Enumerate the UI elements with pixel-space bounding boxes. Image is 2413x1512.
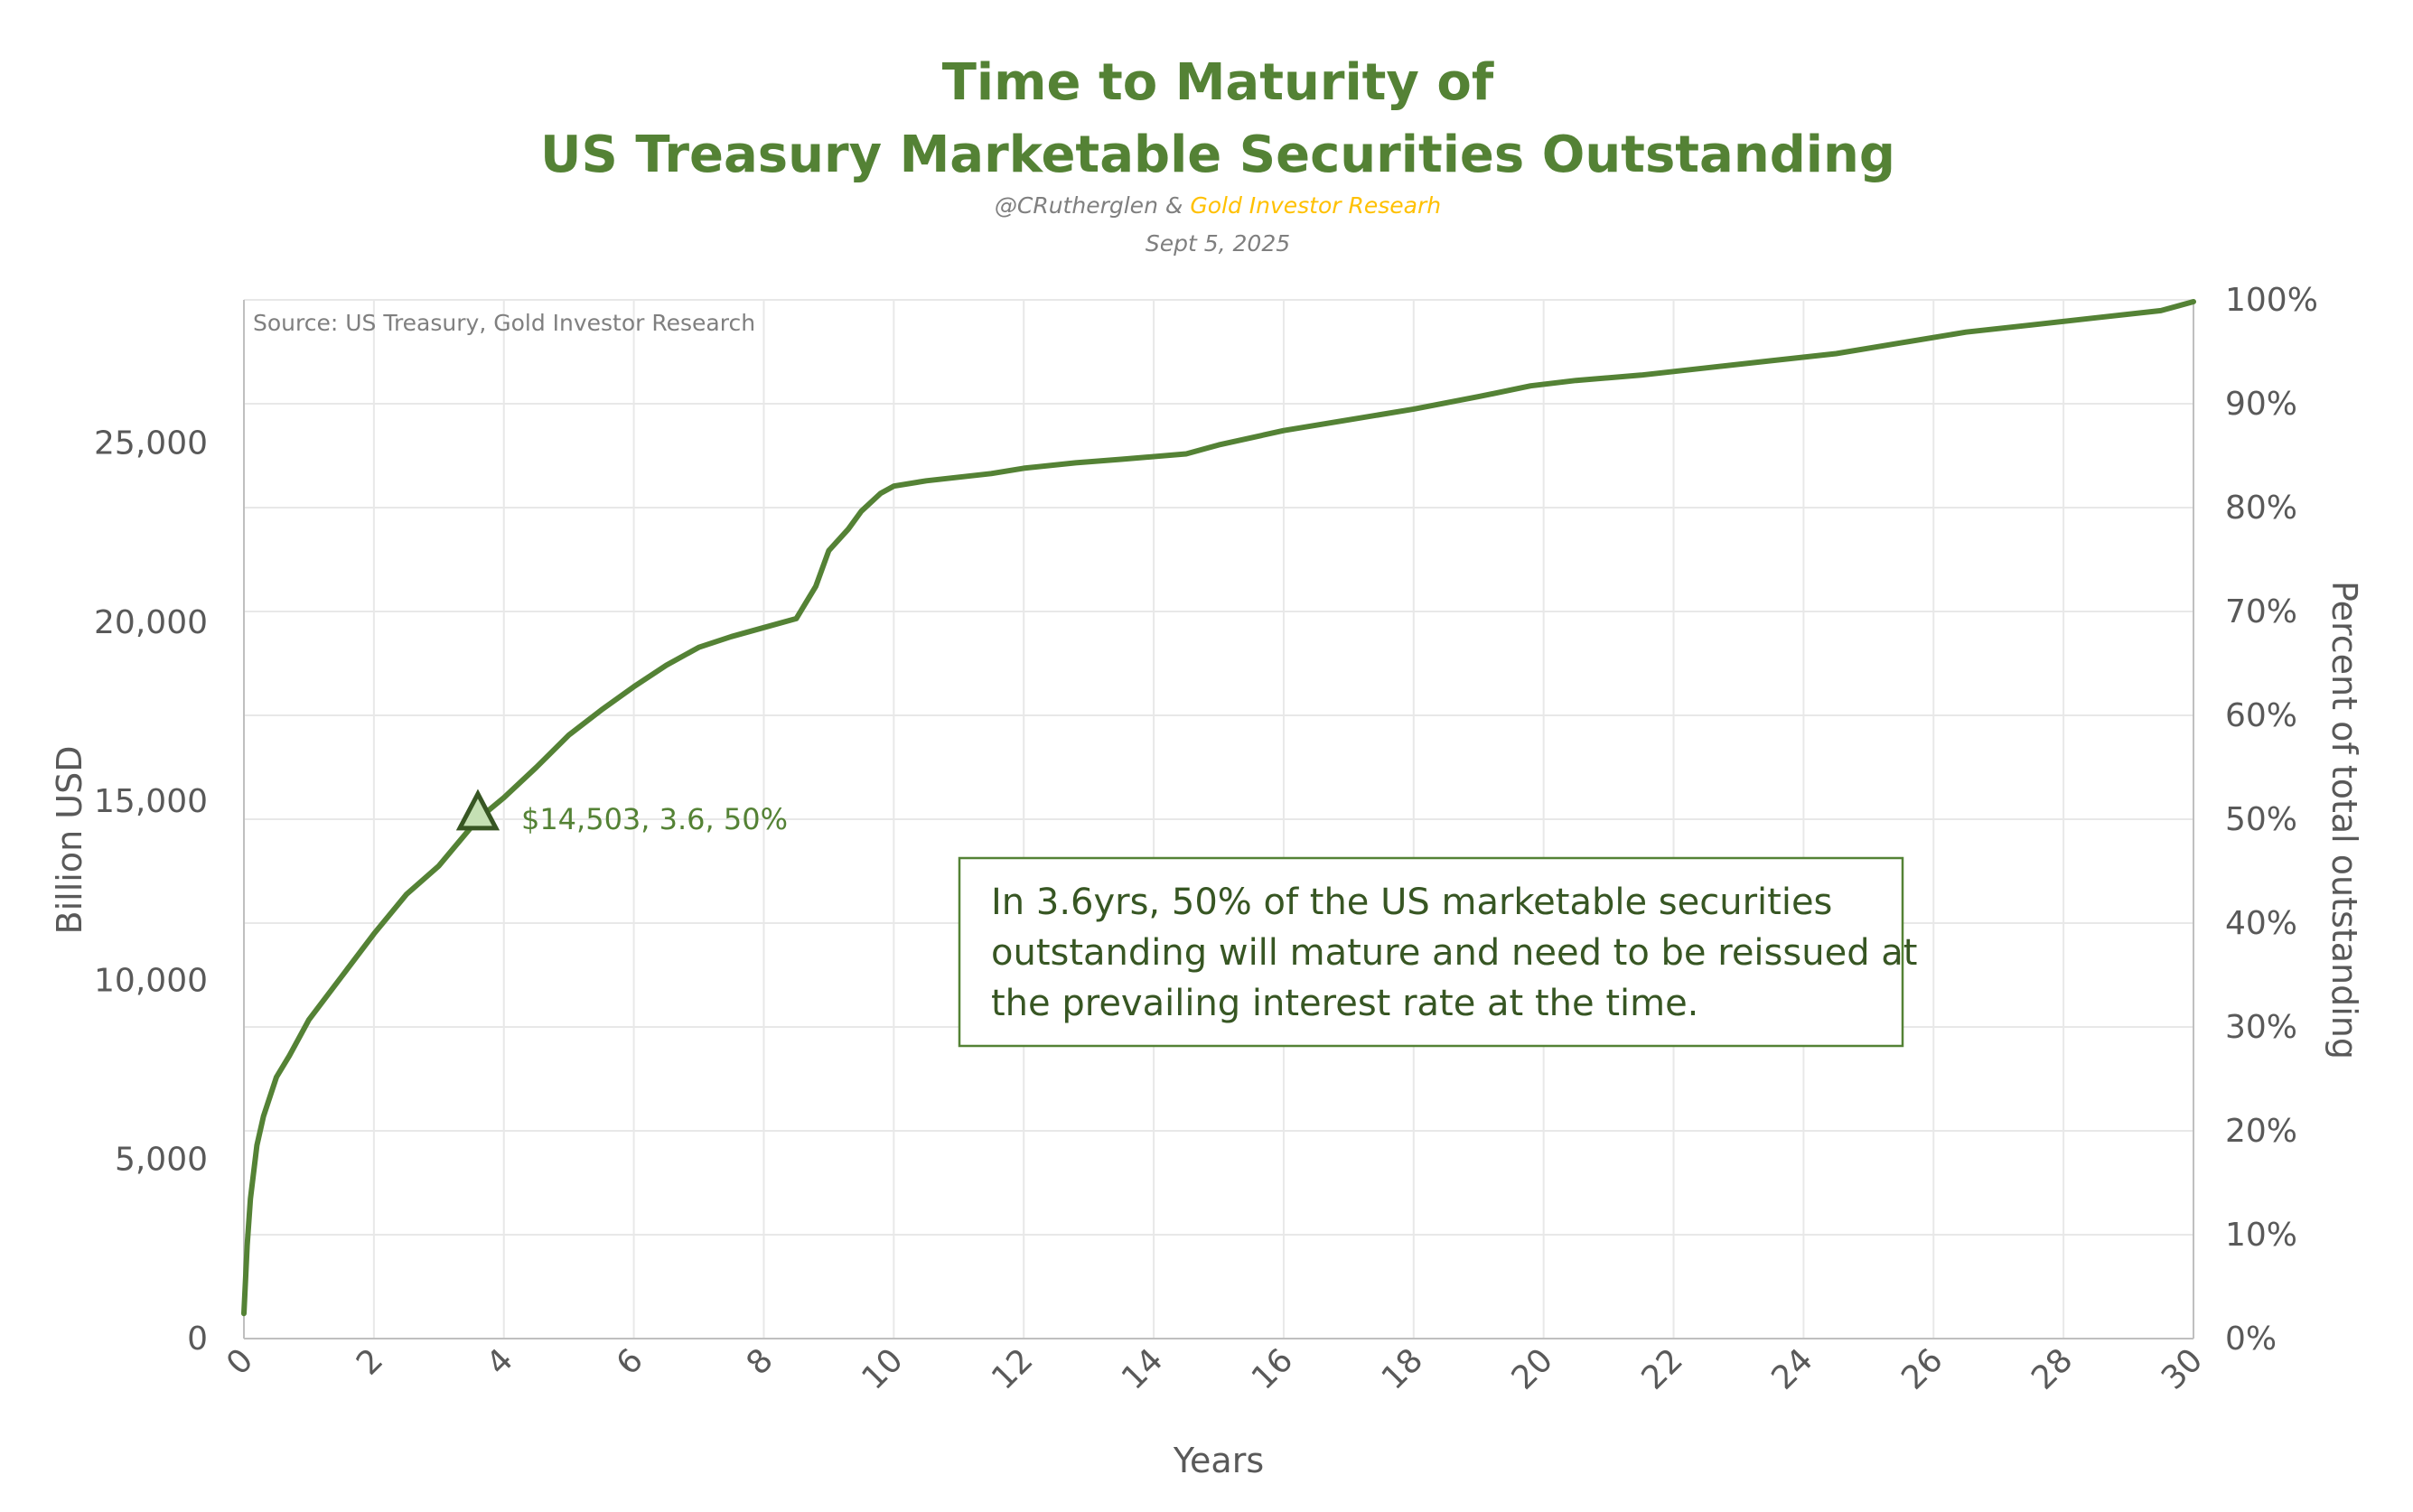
x-axis-title: Years — [1173, 1441, 1264, 1480]
y-left-tick-labels: 0 5,000 10,000 15,000 20,000 25,000 — [94, 425, 208, 1358]
x-tick-label: 22 — [1635, 1341, 1690, 1396]
annotation-line-1: In 3.6yrs, 50% of the US marketable secu… — [991, 882, 1832, 923]
x-tick-label: 6 — [610, 1341, 650, 1382]
median-marker-triangle — [455, 789, 500, 831]
annotation-box — [958, 856, 1904, 1048]
byline-org: Gold Investor Researh — [1190, 192, 1441, 219]
x-tick-label: 12 — [985, 1341, 1040, 1396]
y-right-tick-label: 40% — [2225, 905, 2297, 942]
source-note: Source: US Treasury, Gold Investor Resea… — [253, 310, 755, 336]
y-left-tick-label: 20,000 — [94, 604, 208, 641]
chart-title-line-2: US Treasury Marketable Securities Outsta… — [540, 126, 1895, 184]
annotation-line-2: outstanding will mature and need to be r… — [991, 932, 1918, 974]
y-right-tick-label: 90% — [2225, 386, 2297, 423]
byline-author: @CRutherglen — [995, 192, 1158, 219]
x-tick-labels: 0 2 4 6 8 10 12 14 16 18 20 22 24 26 28 30 — [220, 1341, 2210, 1396]
y-left-axis-title: Billion USD — [50, 746, 89, 935]
y-right-tick-label: 50% — [2225, 801, 2297, 838]
chart-title-line-1: Time to Maturity of — [942, 53, 1494, 112]
x-tick-label: 0 — [220, 1341, 260, 1382]
axes — [243, 300, 2194, 1339]
x-tick-label: 20 — [1505, 1341, 1560, 1396]
x-tick-label: 14 — [1115, 1341, 1170, 1396]
x-tick-label: 30 — [2155, 1341, 2210, 1396]
y-right-tick-label: 100% — [2225, 282, 2318, 319]
y-left-tick-label: 25,000 — [94, 425, 208, 462]
y-right-tick-label: 30% — [2225, 1009, 2297, 1046]
median-marker-label: $14,503, 3.6, 50% — [521, 802, 788, 836]
x-tick-label: 16 — [1245, 1341, 1300, 1396]
annotation-line-3: the prevailing interest rate at the time… — [991, 983, 1698, 1024]
x-tick-label: 28 — [2025, 1341, 2080, 1396]
x-tick-label: 24 — [1764, 1341, 1819, 1396]
y-right-axis-title: Percent of total outstanding — [2324, 581, 2364, 1059]
x-tick-label: 2 — [350, 1341, 390, 1382]
y-right-tick-label: 20% — [2225, 1113, 2297, 1150]
x-tick-label: 8 — [740, 1341, 781, 1382]
byline-amp: & — [1165, 192, 1183, 219]
y-right-tick-labels: 0% 10% 20% 30% 40% 50% 60% 70% 80% 90% 100% — [2225, 282, 2318, 1358]
y-right-tick-label: 70% — [2225, 593, 2297, 630]
x-tick-label: 26 — [1894, 1341, 1950, 1396]
x-tick-label: 10 — [855, 1341, 910, 1396]
y-right-tick-label: 60% — [2225, 697, 2297, 734]
chart-byline: @CRutherglen & Gold Investor Researh — [995, 192, 1441, 219]
y-left-tick-label: 10,000 — [94, 962, 208, 999]
chart-date: Sept 5, 2025 — [1146, 230, 1290, 257]
y-left-tick-label: 15,000 — [94, 783, 208, 820]
y-right-tick-label: 0% — [2225, 1321, 2277, 1358]
y-left-tick-label: 0 — [187, 1321, 208, 1358]
x-tick-label: 18 — [1375, 1341, 1430, 1396]
y-left-tick-label: 5,000 — [115, 1142, 208, 1179]
series-line-cumulative — [241, 299, 2196, 1317]
y-right-tick-label: 10% — [2225, 1217, 2297, 1254]
y-right-tick-label: 80% — [2225, 490, 2297, 527]
x-tick-label: 4 — [480, 1341, 520, 1382]
